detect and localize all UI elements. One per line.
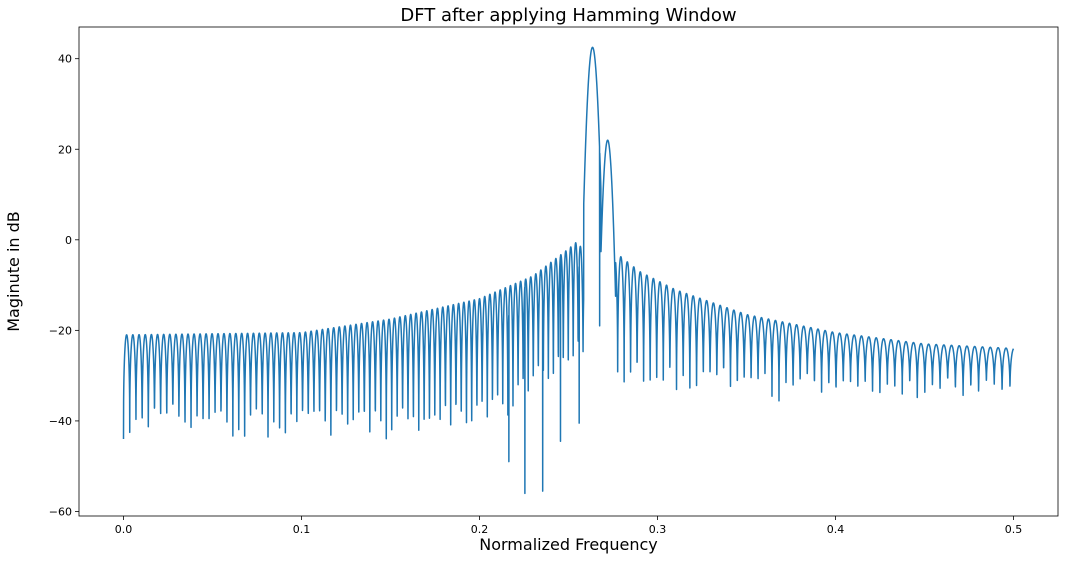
x-tick-label: 0.2 xyxy=(471,523,489,536)
axis-ticks: 0.0 0.1 0.2 0.3 0.4 0.5 −60 −40 −20 0 20 40 xyxy=(49,53,1022,536)
y-axis-label: Maginute in dB xyxy=(4,211,23,332)
plot-area xyxy=(122,46,1015,495)
x-tick-label: 0.0 xyxy=(115,523,133,536)
x-tick-label: 0.4 xyxy=(827,523,845,536)
x-tick-label: 0.1 xyxy=(293,523,311,536)
y-tick-label: −60 xyxy=(49,505,72,518)
axes-frame xyxy=(78,26,1059,517)
chart-title: DFT after applying Hamming Window xyxy=(400,5,736,26)
y-tick-label: −20 xyxy=(49,324,72,337)
y-tick-label: −40 xyxy=(49,415,72,428)
x-tick-label: 0.5 xyxy=(1005,523,1023,536)
y-tick-label: 0 xyxy=(65,234,72,247)
y-tick-label: 40 xyxy=(58,53,72,66)
y-tick-label: 20 xyxy=(58,143,72,156)
x-tick-label: 0.3 xyxy=(649,523,667,536)
spectrum-line xyxy=(122,46,1015,495)
x-axis-label: Normalized Frequency xyxy=(479,535,657,554)
